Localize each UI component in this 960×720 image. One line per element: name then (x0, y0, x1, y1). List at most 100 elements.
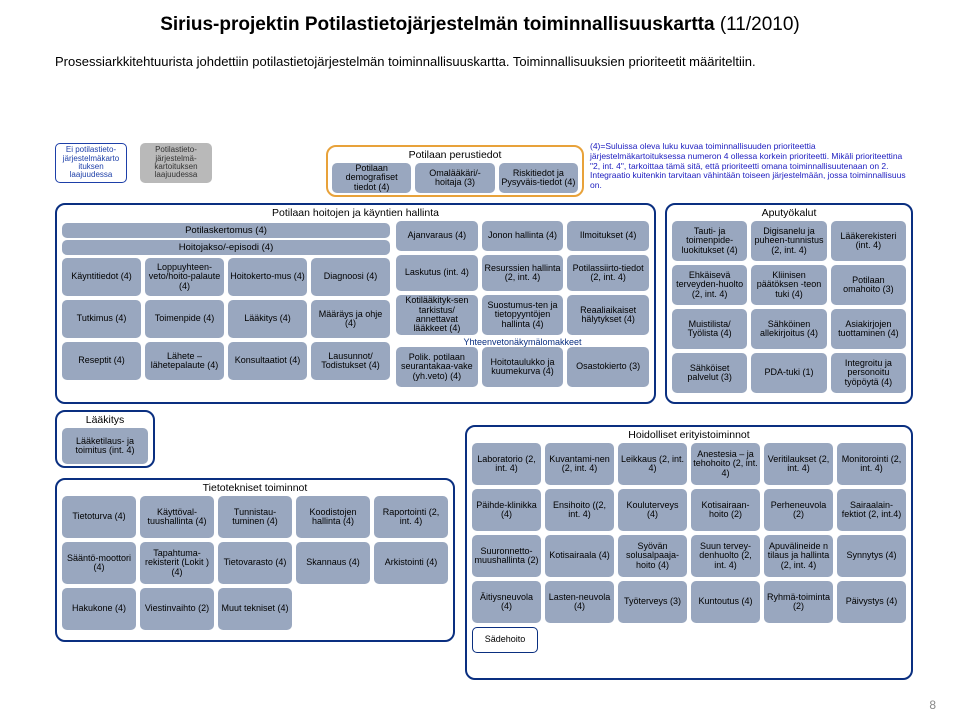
cell: Monitorointi (2, int. 4) (837, 443, 906, 485)
cell: Suostumus-ten ja tietopyyntöjen hallinta… (482, 295, 564, 335)
cell: Kuntoutus (4) (691, 581, 760, 623)
section-title: Lääkitys (57, 412, 153, 428)
cell: Digisanelu ja puheen-tunnistus (2, int. … (751, 221, 826, 261)
section-hoidolliset: Hoidolliset erityistoiminnot Laboratorio… (465, 425, 913, 680)
cell: Kliinisen päätöksen -teon tuki (4) (751, 265, 826, 305)
cell: Synnytys (4) (837, 535, 906, 577)
cell: Suuronnetto-muushallinta (2) (472, 535, 541, 577)
section-title: Aputyökalut (667, 205, 911, 221)
cell: Ilmoitukset (4) (567, 221, 649, 251)
cell: Kuvantami-nen (2, int. 4) (545, 443, 614, 485)
cell: Jonon hallinta (4) (482, 221, 564, 251)
cell: Sääntö-moottori (4) (62, 542, 136, 584)
cell: Polik. potilaan seurantakaa-vake (yh.vet… (396, 347, 478, 387)
cell: Muut tekniset (4) (218, 588, 292, 630)
cell: Sähköinen allekirjoitus (4) (751, 309, 826, 349)
section-title: Potilaan hoitojen ja käyntien hallinta (57, 205, 654, 221)
cell: Muistilista/ Työlista (4) (672, 309, 747, 349)
cell: Arkistointi (4) (374, 542, 448, 584)
cell: Lääkitys (4) (228, 300, 307, 338)
legend-in-scope: Potilastieto-järjestelmä-kartoituksen la… (140, 143, 212, 183)
cell: Tapahtuma-rekisterit (Lokit )(4) (140, 542, 214, 584)
page-number: 8 (929, 698, 936, 712)
cell: Lausunnot/ Todistukset (4) (311, 342, 390, 380)
section-tieto: Tietotekniset toiminnot Tietoturva (4)Kä… (55, 478, 455, 642)
cell: Apuvälineide n tilaus ja hallinta (2, in… (764, 535, 833, 577)
cell: Lääketilaus- ja toimitus (int. 4) (62, 428, 148, 464)
cell: Kotisairaan-hoito (2) (691, 489, 760, 531)
cell: Ehkäisevä terveyden-huolto (2, int. 4) (672, 265, 747, 305)
cell: Ensihoito ((2, int. 4) (545, 489, 614, 531)
cell: Tunnistau-tuminen (4) (218, 496, 292, 538)
priority-footnote: (4)=Suluissa oleva luku kuvaa toiminnall… (590, 142, 910, 191)
cell: Skannaus (4) (296, 542, 370, 584)
cell: Kotisairaala (4) (545, 535, 614, 577)
cell: PDA-tuki (1) (751, 353, 826, 393)
section-laakitys: Lääkitys Lääketilaus- ja toimitus (int. … (55, 410, 155, 468)
section-aputyokalut: Aputyökalut Tauti- ja toimenpide-luokitu… (665, 203, 913, 404)
section-title: Tietotekniset toiminnot (57, 480, 453, 496)
cell: Potilassiirto-tiedot (2, int. 4) (567, 255, 649, 291)
cell: Toimenpide (4) (145, 300, 224, 338)
banner-yhteenveto: Yhteenvetonäkymälomakkeet (396, 337, 649, 347)
bar-hoitojakso: Hoitojakso/-episodi (4) (62, 240, 390, 255)
cell: Laboratorio (2, int. 4) (472, 443, 541, 485)
cell-sadehoito: Sädehoito (472, 627, 538, 653)
cell: Potilaan demografiset tiedot (4) (332, 163, 411, 193)
cell: Tietoturva (4) (62, 496, 136, 538)
cell: Loppuyhteen-veto/hoito-palaute (4) (145, 258, 224, 296)
cell: Määräys ja ohje (4) (311, 300, 390, 338)
cell: Hoitotaulukko ja kuumekurva (4) (482, 347, 564, 387)
cell: Raportointi (2, int. 4) (374, 496, 448, 538)
cell: Sairaalain-fektiot (2, int.4) (837, 489, 906, 531)
cell: Työterveys (3) (618, 581, 687, 623)
cell: Ajanvaraus (4) (396, 221, 478, 251)
cell: Perheneuvola (2) (764, 489, 833, 531)
cell: Leikkaus (2, int. 4) (618, 443, 687, 485)
cell: Koodistojen hallinta (4) (296, 496, 370, 538)
section-perustiedot: Potilaan perustiedot Potilaan demografis… (326, 145, 584, 197)
cell: Viestinvaihto (2) (140, 588, 214, 630)
cell: Käyttöval-tuushallinta (4) (140, 496, 214, 538)
cell: Äitiysneuvola (4) (472, 581, 541, 623)
cell: Tauti- ja toimenpide-luokitukset (4) (672, 221, 747, 261)
cell: Suun tervey-denhuolto (2, int. 4) (691, 535, 760, 577)
cell: Potilaan omahoito (3) (831, 265, 906, 305)
cell: Riskitiedot ja Pysyväis-tiedot (4) (499, 163, 578, 193)
cell: Päivystys (4) (837, 581, 906, 623)
section-title: Hoidolliset erityistoiminnot (467, 427, 911, 443)
cell: Integroitu ja personoitu työpöytä (4) (831, 353, 906, 393)
cell: Reaaliaikaiset hälytykset (4) (567, 295, 649, 335)
section-title: Potilaan perustiedot (328, 147, 582, 163)
subtitle: Prosessiarkkitehtuurista johdettiin poti… (0, 36, 960, 78)
section-hallinta: Potilaan hoitojen ja käyntien hallinta P… (55, 203, 656, 404)
title-rest: (11/2010) (715, 14, 800, 35)
cell: Konsultaatiot (4) (228, 342, 307, 380)
cell: Päihde-klinikka (4) (472, 489, 541, 531)
cell: Anestesia – ja tehohoito (2, int. 4) (691, 443, 760, 485)
cell: Tietovarasto (4) (218, 542, 292, 584)
cell: Diagnoosi (4) (311, 258, 390, 296)
page-title: Sirius-projektin Potilastietojärjestelmä… (0, 0, 960, 36)
cell: Käyntitiedot (4) (62, 258, 141, 296)
cell: Tutkimus (4) (62, 300, 141, 338)
bar-potilaskertomus: Potilaskertomus (4) (62, 223, 390, 238)
cell: Lasten-neuvola (4) (545, 581, 614, 623)
cell: Hakukone (4) (62, 588, 136, 630)
title-bold: Sirius-projektin Potilastietojärjestelmä… (160, 14, 714, 35)
cell: Reseptit (4) (62, 342, 141, 380)
cell: Kouluterveys (4) (618, 489, 687, 531)
cell: Osastokierto (3) (567, 347, 649, 387)
cell: Laskutus (int. 4) (396, 255, 478, 291)
cell: Lähete – lähetepalaute (4) (145, 342, 224, 380)
cell: Hoitokerto-mus (4) (228, 258, 307, 296)
cell: Resurssien hallinta (2, int. 4) (482, 255, 564, 291)
cell: Sähköiset palvelut (3) (672, 353, 747, 393)
cell: Kotilääkityk-sen tarkistus/ annettavat l… (396, 295, 478, 335)
cell: Ryhmä-toiminta (2) (764, 581, 833, 623)
cell: Lääkerekisteri (int. 4) (831, 221, 906, 261)
cell: Veritilaukset (2, int. 4) (764, 443, 833, 485)
cell: Asiakirjojen tuottaminen (4) (831, 309, 906, 349)
cell: Omalääkäri/-hoitaja (3) (415, 163, 494, 193)
legend-not-in-scope: Ei potilastieto-järjestelmäkarto ituksen… (55, 143, 127, 183)
